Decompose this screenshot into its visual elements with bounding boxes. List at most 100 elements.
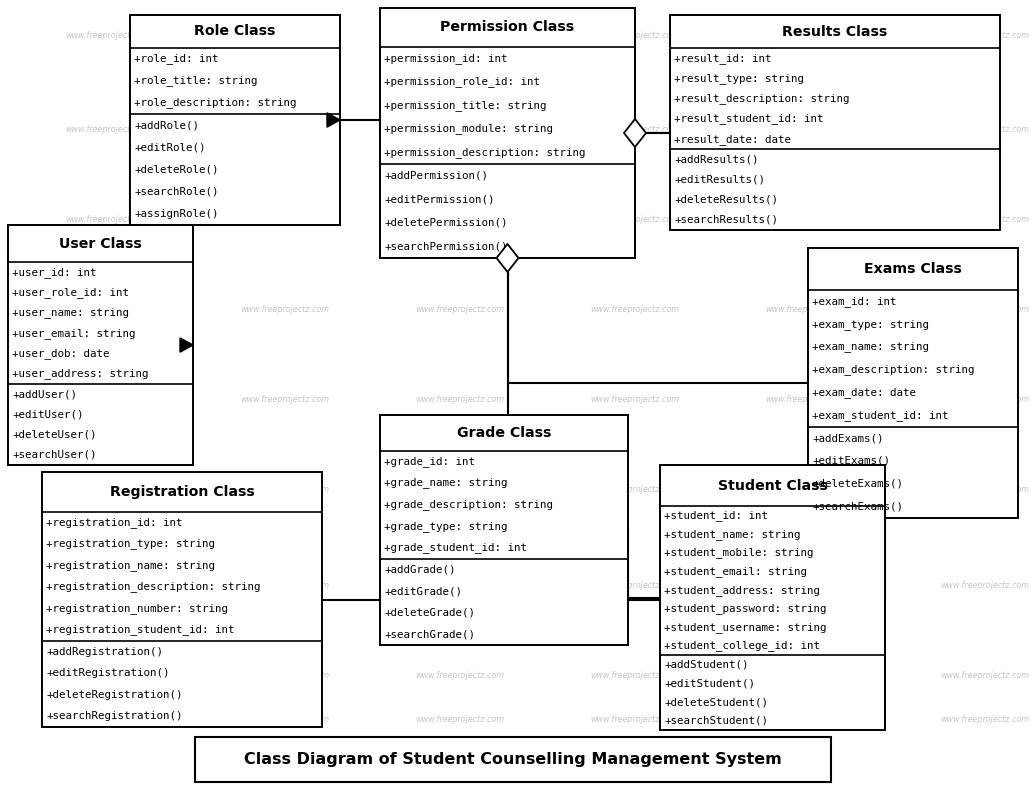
- Text: +editExams(): +editExams(): [812, 456, 890, 466]
- Text: www.freeprojectz.com: www.freeprojectz.com: [66, 671, 155, 680]
- Text: www.freeprojectz.com: www.freeprojectz.com: [940, 31, 1030, 40]
- Text: +role_id: int: +role_id: int: [134, 53, 219, 64]
- Text: +searchPermission(): +searchPermission(): [384, 242, 507, 251]
- Text: +student_address: string: +student_address: string: [664, 584, 820, 596]
- Text: www.freeprojectz.com: www.freeprojectz.com: [940, 671, 1030, 680]
- Text: +registration_description: string: +registration_description: string: [46, 581, 261, 592]
- Text: +user_address: string: +user_address: string: [12, 368, 148, 379]
- Text: +exam_date: date: +exam_date: date: [812, 387, 916, 398]
- Text: www.freeprojectz.com: www.freeprojectz.com: [415, 31, 504, 40]
- Text: +grade_name: string: +grade_name: string: [384, 478, 507, 489]
- Text: +exam_student_id: int: +exam_student_id: int: [812, 410, 949, 421]
- Text: +result_description: string: +result_description: string: [674, 93, 850, 105]
- Text: +searchRole(): +searchRole(): [134, 187, 219, 196]
- Text: +user_id: int: +user_id: int: [12, 267, 97, 278]
- Text: www.freeprojectz.com: www.freeprojectz.com: [765, 395, 855, 405]
- Text: www.freeprojectz.com: www.freeprojectz.com: [940, 306, 1030, 314]
- Text: www.freeprojectz.com: www.freeprojectz.com: [765, 485, 855, 494]
- Text: www.freeprojectz.com: www.freeprojectz.com: [940, 125, 1030, 135]
- Text: www.freeprojectz.com: www.freeprojectz.com: [591, 715, 679, 725]
- Text: +student_password: string: +student_password: string: [664, 604, 827, 614]
- Text: +registration_type: string: +registration_type: string: [46, 539, 215, 550]
- Text: www.freeprojectz.com: www.freeprojectz.com: [66, 715, 155, 725]
- Text: User Class: User Class: [59, 237, 142, 250]
- Text: +grade_type: string: +grade_type: string: [384, 521, 507, 531]
- Text: +addExams(): +addExams(): [812, 433, 884, 444]
- Text: www.freeprojectz.com: www.freeprojectz.com: [591, 31, 679, 40]
- Text: +registration_number: string: +registration_number: string: [46, 603, 228, 614]
- Text: www.freeprojectz.com: www.freeprojectz.com: [415, 715, 504, 725]
- Bar: [42, 472, 322, 727]
- Text: www.freeprojectz.com: www.freeprojectz.com: [66, 395, 155, 405]
- Text: www.freeprojectz.com: www.freeprojectz.com: [591, 671, 679, 680]
- Text: www.freeprojectz.com: www.freeprojectz.com: [240, 125, 330, 135]
- Text: www.freeprojectz.com: www.freeprojectz.com: [240, 215, 330, 224]
- Text: +editResults(): +editResults(): [674, 174, 765, 185]
- Text: +exam_id: int: +exam_id: int: [812, 295, 897, 307]
- Text: +addRole(): +addRole(): [134, 120, 199, 130]
- Text: www.freeprojectz.com: www.freeprojectz.com: [240, 581, 330, 589]
- Text: +permission_id: int: +permission_id: int: [384, 53, 507, 64]
- Text: www.freeprojectz.com: www.freeprojectz.com: [765, 581, 855, 589]
- Polygon shape: [327, 112, 340, 128]
- Text: Registration Class: Registration Class: [109, 485, 255, 499]
- Text: www.freeprojectz.com: www.freeprojectz.com: [415, 485, 504, 494]
- Text: www.freeprojectz.com: www.freeprojectz.com: [415, 125, 504, 135]
- Text: +editRole(): +editRole(): [134, 143, 205, 152]
- Text: www.freeprojectz.com: www.freeprojectz.com: [415, 671, 504, 680]
- Text: +permission_role_id: int: +permission_role_id: int: [384, 77, 540, 87]
- Text: +deleteExams(): +deleteExams(): [812, 479, 903, 489]
- Text: www.freeprojectz.com: www.freeprojectz.com: [66, 31, 155, 40]
- Text: +result_date: date: +result_date: date: [674, 134, 791, 145]
- Text: www.freeprojectz.com: www.freeprojectz.com: [240, 395, 330, 405]
- Text: www.freeprojectz.com: www.freeprojectz.com: [765, 215, 855, 224]
- Text: Class Diagram of Student Counselling Management System: Class Diagram of Student Counselling Man…: [244, 752, 781, 767]
- Text: Role Class: Role Class: [194, 25, 275, 38]
- Bar: [670, 15, 1000, 230]
- Text: +editUser(): +editUser(): [12, 409, 84, 419]
- Text: +exam_name: string: +exam_name: string: [812, 341, 929, 352]
- Text: +addGrade(): +addGrade(): [384, 565, 456, 574]
- Text: +editPermission(): +editPermission(): [384, 194, 495, 204]
- Text: +editStudent(): +editStudent(): [664, 679, 755, 688]
- Text: +student_id: int: +student_id: int: [664, 510, 768, 521]
- Text: +user_name: string: +user_name: string: [12, 307, 129, 318]
- Text: www.freeprojectz.com: www.freeprojectz.com: [591, 125, 679, 135]
- Text: +grade_description: string: +grade_description: string: [384, 499, 553, 510]
- Text: www.freeprojectz.com: www.freeprojectz.com: [591, 306, 679, 314]
- Text: www.freeprojectz.com: www.freeprojectz.com: [66, 125, 155, 135]
- Text: www.freeprojectz.com: www.freeprojectz.com: [591, 215, 679, 224]
- Bar: [130, 15, 340, 225]
- Text: +registration_student_id: int: +registration_student_id: int: [46, 625, 234, 635]
- Text: www.freeprojectz.com: www.freeprojectz.com: [765, 125, 855, 135]
- Text: +result_type: string: +result_type: string: [674, 73, 804, 84]
- Text: www.freeprojectz.com: www.freeprojectz.com: [240, 671, 330, 680]
- Text: +deleteRole(): +deleteRole(): [134, 165, 219, 174]
- Text: +searchUser(): +searchUser(): [12, 450, 97, 460]
- Text: +addUser(): +addUser(): [12, 389, 77, 399]
- Text: www.freeprojectz.com: www.freeprojectz.com: [765, 671, 855, 680]
- Polygon shape: [624, 119, 646, 147]
- Text: +student_name: string: +student_name: string: [664, 528, 800, 539]
- Polygon shape: [180, 338, 193, 352]
- Text: +student_mobile: string: +student_mobile: string: [664, 547, 813, 558]
- Text: +addPermission(): +addPermission(): [384, 171, 488, 181]
- Text: Permission Class: Permission Class: [440, 21, 574, 34]
- Text: +student_username: string: +student_username: string: [664, 622, 827, 633]
- Text: Grade Class: Grade Class: [457, 426, 552, 440]
- Text: www.freeprojectz.com: www.freeprojectz.com: [415, 215, 504, 224]
- Text: www.freeprojectz.com: www.freeprojectz.com: [940, 215, 1030, 224]
- Text: www.freeprojectz.com: www.freeprojectz.com: [66, 581, 155, 589]
- Text: +deleteStudent(): +deleteStudent(): [664, 697, 768, 707]
- Text: +result_student_id: int: +result_student_id: int: [674, 113, 824, 124]
- Text: +registration_id: int: +registration_id: int: [46, 517, 182, 527]
- Text: +permission_description: string: +permission_description: string: [384, 147, 586, 158]
- Text: +student_email: string: +student_email: string: [664, 566, 807, 577]
- Text: +searchExams(): +searchExams(): [812, 501, 903, 512]
- Text: +exam_type: string: +exam_type: string: [812, 318, 929, 329]
- Text: Results Class: Results Class: [783, 25, 888, 39]
- Text: +permission_module: string: +permission_module: string: [384, 124, 553, 135]
- Text: www.freeprojectz.com: www.freeprojectz.com: [940, 581, 1030, 589]
- Text: +searchRegistration(): +searchRegistration(): [46, 711, 182, 722]
- Text: Exams Class: Exams Class: [864, 262, 962, 276]
